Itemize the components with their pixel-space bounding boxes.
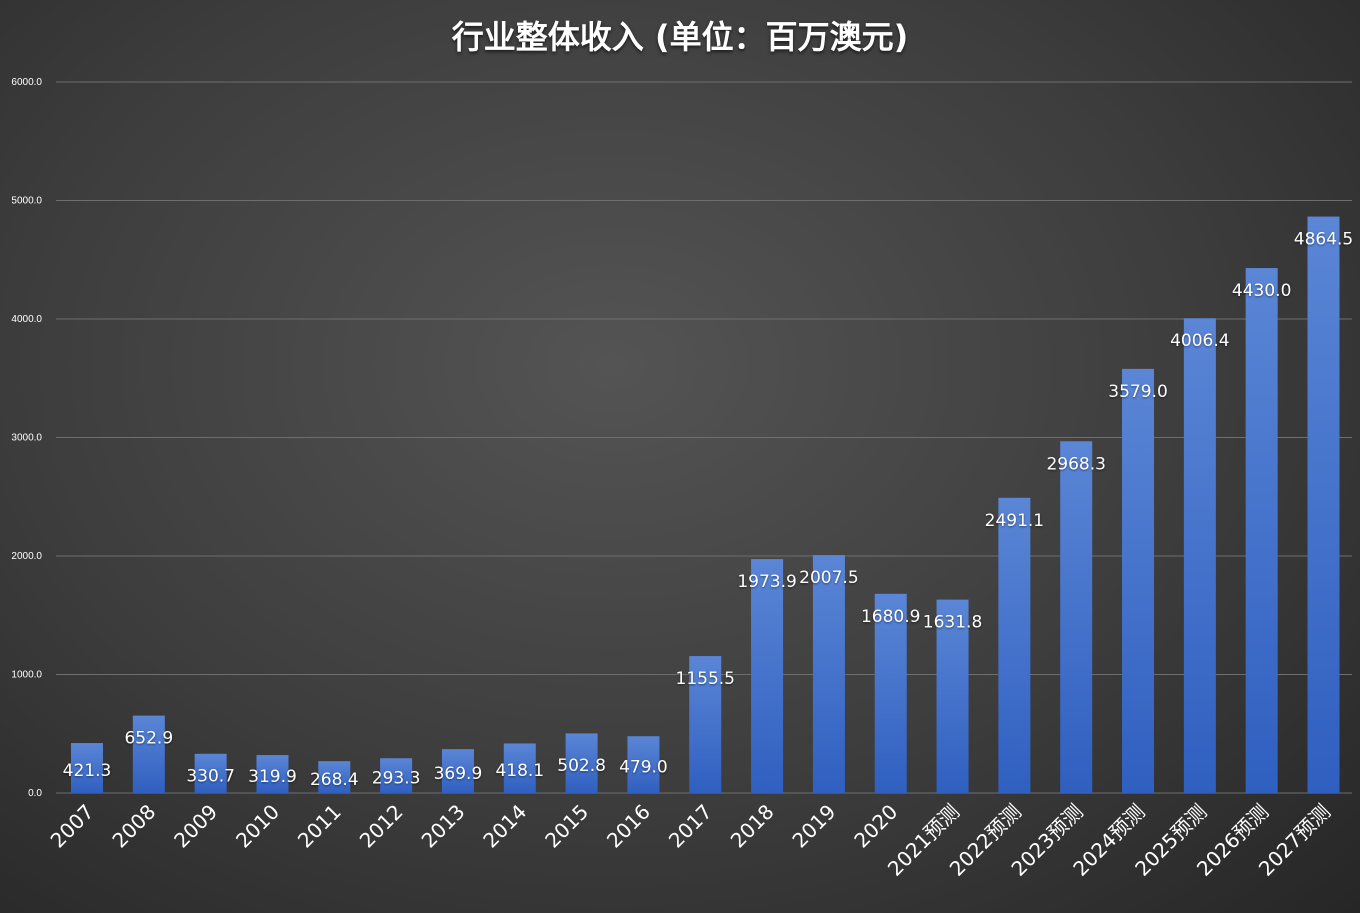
bar (1060, 441, 1093, 793)
data-label: 319.9 (248, 767, 297, 787)
bar (627, 736, 660, 793)
bar (1183, 318, 1216, 793)
data-label: 421.3 (63, 761, 112, 781)
y-tick-label: 1000.0 (11, 670, 42, 681)
chart-title: 行业整体收入 (单位：百万澳元) (451, 18, 909, 56)
x-tick-label: 2008 (107, 800, 160, 853)
bar (1122, 368, 1155, 793)
x-tick-label: 2019 (787, 800, 840, 853)
data-label: 1155.5 (676, 669, 735, 689)
data-label: 479.0 (619, 758, 668, 778)
x-tick-label: 2020 (849, 800, 902, 853)
data-label: 3579.0 (1108, 382, 1167, 402)
data-label: 2007.5 (799, 568, 858, 588)
x-tick-label: 2015 (540, 800, 593, 853)
bar (132, 715, 165, 793)
x-tick-label: 2007 (46, 800, 99, 853)
bar (689, 656, 722, 793)
y-tick-label: 3000.0 (11, 433, 42, 444)
bar (71, 743, 103, 793)
y-tick-label: 2000.0 (11, 551, 42, 562)
bar (751, 559, 784, 793)
bar (998, 497, 1031, 793)
data-label: 652.9 (124, 729, 173, 749)
bar (565, 733, 598, 793)
bar (441, 749, 474, 793)
data-label: 418.1 (495, 761, 544, 781)
bar (1245, 268, 1278, 793)
data-label: 4430.0 (1232, 281, 1291, 301)
data-label: 2491.1 (985, 511, 1044, 531)
bars (71, 216, 1340, 793)
data-label: 4006.4 (1170, 331, 1229, 351)
y-tick-label: 4000.0 (11, 314, 42, 325)
x-tick-label: 2016 (602, 800, 655, 853)
data-label: 330.7 (186, 766, 235, 786)
x-axis-ticks: 2007 2008 2009 2010 2011 2012 2013 2014 2015 2016… (46, 800, 1335, 881)
x-tick-label: 2012 (355, 800, 408, 853)
data-label: 268.4 (310, 770, 359, 790)
bar (194, 753, 227, 793)
data-label: 1680.9 (861, 607, 920, 627)
x-tick-label: 2013 (417, 800, 470, 853)
bar (1307, 216, 1340, 793)
x-tick-label: 2009 (169, 800, 222, 853)
data-label: 502.8 (557, 756, 606, 776)
y-tick-label: 5000.0 (11, 196, 42, 207)
x-tick-label: 2010 (231, 800, 284, 853)
x-tick-label: 2011 (293, 800, 346, 853)
data-label: 1631.8 (923, 613, 982, 633)
data-label: 293.3 (372, 769, 421, 789)
y-tick-label: 6000.0 (11, 77, 42, 88)
data-labels: 421.3 652.9 330.7 319.9 268.4 293.3 369.9 418.1… (63, 230, 1354, 791)
data-label: 369.9 (434, 764, 483, 784)
data-label: 2968.3 (1046, 454, 1105, 474)
bar (503, 743, 536, 793)
x-tick-label: 2018 (726, 800, 779, 853)
bar (256, 755, 289, 793)
data-label: 4864.5 (1294, 230, 1353, 250)
bar (874, 593, 907, 793)
bar (812, 555, 845, 793)
x-tick-label: 2014 (478, 800, 531, 853)
bar (936, 599, 969, 793)
y-axis-ticks: 0.0 1000.0 2000.0 3000.0 4000.0 5000.0 6000.0 (11, 77, 42, 799)
bar (380, 758, 413, 793)
bar (318, 761, 351, 793)
data-label: 1973.9 (737, 572, 796, 592)
y-tick-label: 0.0 (28, 788, 42, 799)
x-tick-label: 2017 (664, 800, 717, 853)
